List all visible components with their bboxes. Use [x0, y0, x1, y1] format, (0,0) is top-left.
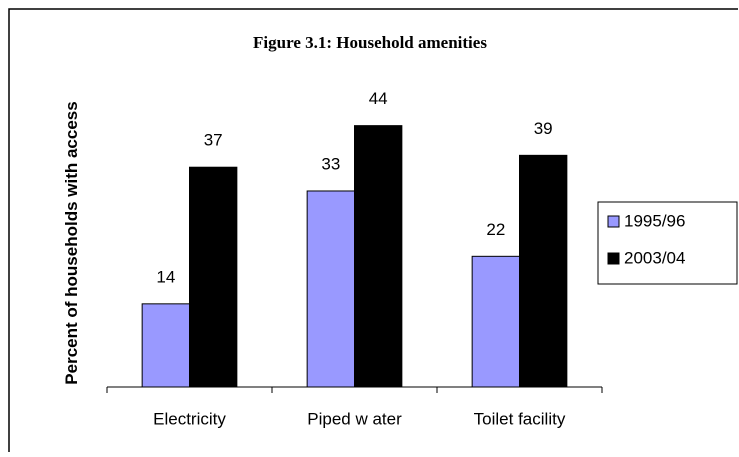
data-label: 37 [204, 131, 223, 150]
data-label: 14 [156, 267, 175, 286]
chart-title: Figure 3.1: Household amenities [253, 33, 487, 52]
bar [354, 125, 403, 388]
legend-label: 1995/96 [624, 211, 685, 230]
legend-swatch [607, 252, 620, 265]
legend-box [597, 201, 738, 285]
data-label: 22 [486, 220, 505, 239]
x-tick-label: Piped w ater [307, 409, 402, 428]
x-tick-label: Electricity [153, 409, 226, 428]
data-label: 39 [534, 119, 553, 138]
legend-label: 2003/04 [624, 248, 685, 267]
bar [189, 166, 238, 388]
legend-swatch [607, 215, 620, 228]
y-axis-label: Percent of households with access [62, 101, 81, 385]
data-label: 33 [321, 154, 340, 173]
bar [306, 190, 355, 388]
bar [141, 303, 191, 388]
x-tick-label: Toilet facility [474, 409, 566, 428]
bar [471, 255, 520, 388]
bar [519, 154, 568, 388]
frame [8, 8, 738, 452]
data-label: 44 [369, 89, 388, 108]
